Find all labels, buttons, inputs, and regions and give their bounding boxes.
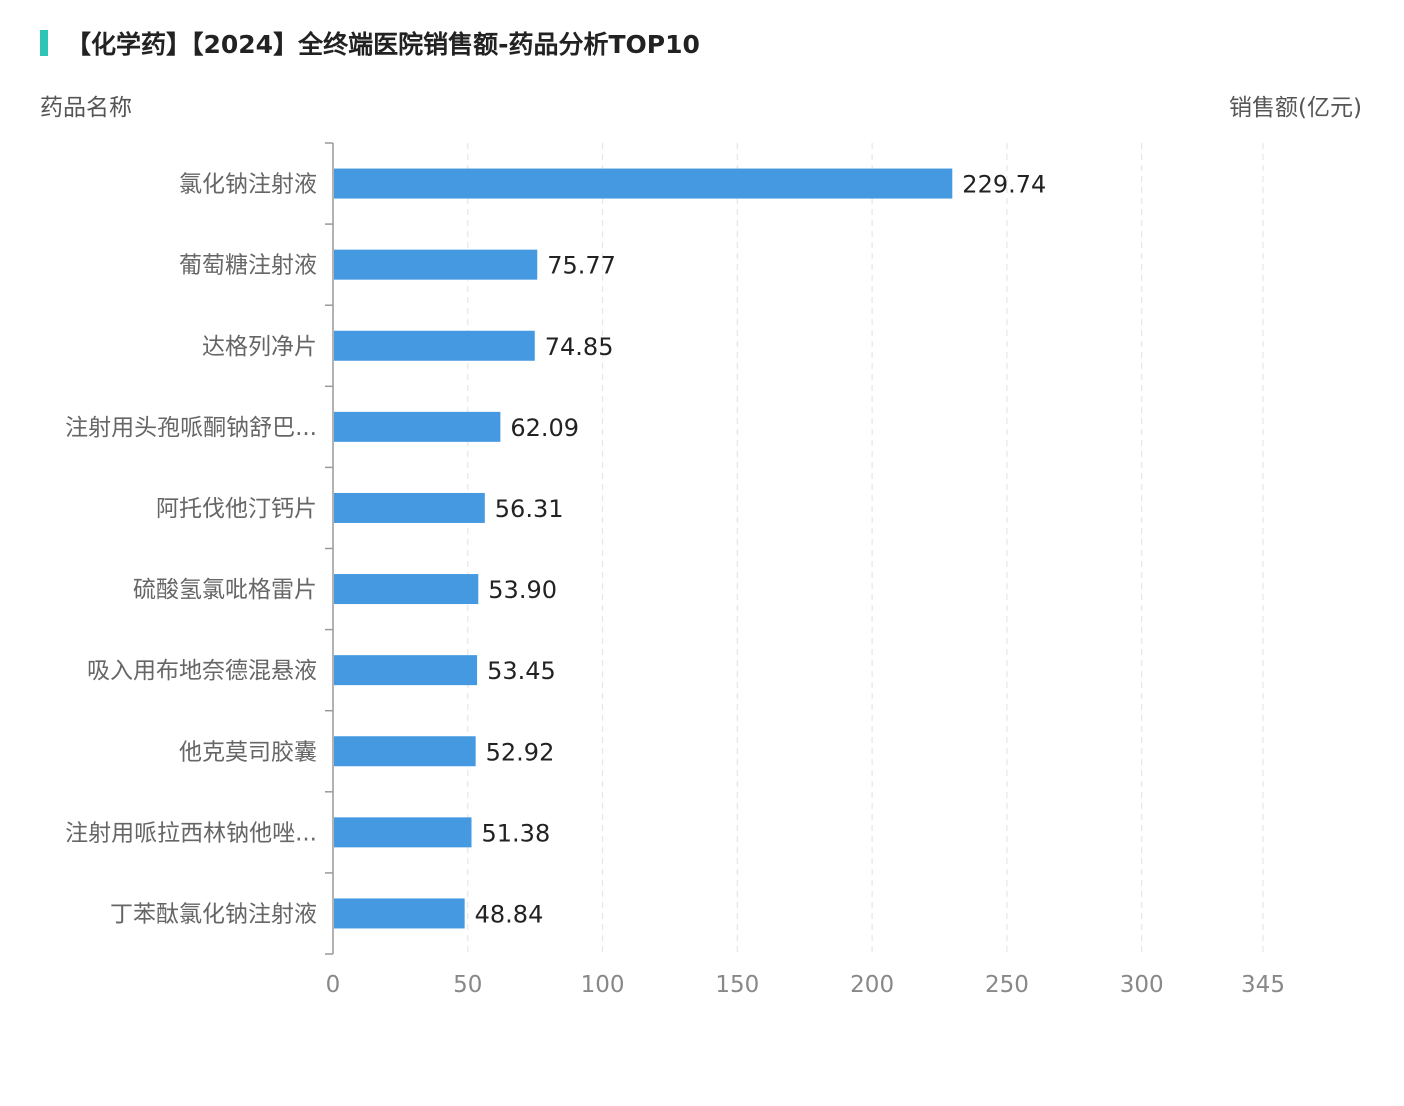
category-label: 丁苯酞氯化钠注射液 [110, 901, 317, 927]
category-label: 他克莫司胶囊 [179, 739, 317, 765]
x-tick-label: 0 [326, 972, 341, 998]
x-tick-label: 50 [453, 972, 482, 998]
bars [334, 168, 953, 929]
x-tick-label: 150 [715, 972, 759, 998]
value-label: 53.90 [488, 576, 557, 604]
axes [325, 142, 334, 955]
category-label: 达格列净片 [202, 334, 317, 360]
value-label: 229.74 [962, 171, 1046, 199]
value-label: 74.85 [545, 333, 614, 361]
category-label: 葡萄糖注射液 [179, 253, 317, 279]
title-accent-bar [40, 30, 48, 56]
value-label: 51.38 [482, 819, 551, 847]
value-label: 62.09 [510, 414, 579, 442]
value-label: 48.84 [475, 900, 544, 928]
bar [334, 249, 538, 280]
y-axis-label: 药品名称 [40, 95, 132, 121]
bar [334, 411, 501, 442]
x-tick-label: 100 [581, 972, 625, 998]
category-label: 注射用哌拉西林钠他唑... [65, 820, 317, 846]
bar [334, 330, 535, 361]
category-label: 注射用头孢哌酮钠舒巴... [65, 415, 317, 441]
bar [334, 574, 479, 605]
chart-title: 【化学药】【2024】全终端医院销售额-药品分析TOP10 [66, 30, 700, 59]
category-label: 氯化钠注射液 [179, 172, 317, 198]
category-label: 硫酸氢氯吡格雷片 [133, 577, 317, 603]
value-label: 75.77 [547, 252, 616, 280]
value-label: 53.45 [487, 657, 556, 685]
bar [334, 898, 465, 929]
x-tick-label: 345 [1241, 972, 1285, 998]
category-label: 阿托伐他汀钙片 [156, 496, 317, 522]
x-tick-label: 250 [985, 972, 1029, 998]
bar [334, 817, 472, 848]
value-label: 56.31 [495, 495, 564, 523]
bar [334, 168, 953, 199]
labels: 0 50 100 150 200 250 300 345 氯化钠注射液 229.74 葡萄糖注射液 7… [65, 171, 1285, 998]
x-tick-label: 300 [1120, 972, 1164, 998]
category-label: 吸入用布地奈德混悬液 [87, 658, 317, 684]
bar [334, 655, 478, 686]
value-label: 52.92 [486, 738, 555, 766]
bar [334, 492, 485, 523]
bar [334, 736, 476, 767]
x-axis-label: 销售额(亿元) [1229, 95, 1362, 121]
x-tick-label: 200 [850, 972, 894, 998]
